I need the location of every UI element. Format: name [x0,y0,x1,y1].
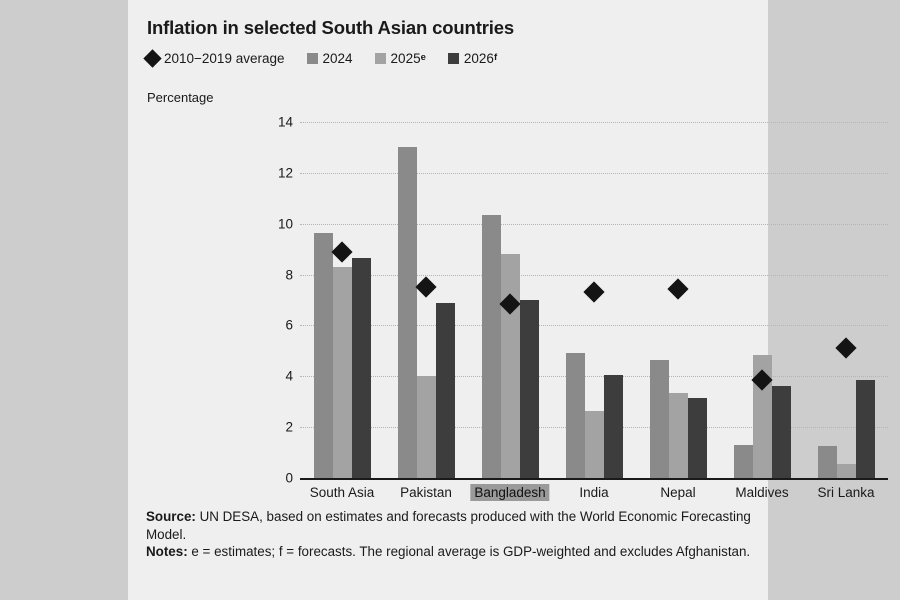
gridline [300,172,888,174]
figure-card: Inflation in selected South Asian countr… [128,0,888,600]
x-axis-category-label: Maldives [735,485,789,500]
y-axis-tick-label: 0 [285,470,293,486]
x-axis-category-label: Nepal [660,485,696,500]
legend-item-2025: 2025 e [374,50,426,66]
footer-notes-text: e = estimates; f = forecasts. The region… [187,544,751,559]
x-axis-category-label: Bangladesh [470,484,550,501]
y-axis-tick-label: 4 [285,368,293,384]
bar[interactable] [519,300,539,478]
legend-label-2024: 2024 [322,50,353,66]
footer-source-lead: Source: [146,509,196,524]
gridline [300,274,888,276]
bar[interactable] [668,392,688,478]
bar[interactable] [416,376,436,478]
bar[interactable] [836,464,856,478]
legend-label-average: 2010−2019 average [164,50,285,66]
bar[interactable] [771,386,791,478]
bar-group [397,122,455,478]
y-axis-tick-label: 8 [285,267,293,283]
bar[interactable] [733,444,753,478]
figure-footer: Source: UN DESA, based on estimates and … [146,508,756,561]
x-axis-line [300,478,888,480]
legend-item-2024: 2024 [306,50,353,66]
footer-source: Source: UN DESA, based on estimates and … [146,508,756,543]
bar[interactable] [481,214,501,478]
plot-area: 0 2 4 6 8 10 12 14 [278,115,888,486]
bar[interactable] [332,266,352,478]
y-axis-tick-label: 6 [285,317,293,333]
gridline [300,325,888,327]
footer-notes: Notes: e = estimates; f = forecasts. The… [146,543,756,561]
y-axis-tick-label: 14 [277,114,293,130]
footer-source-text: UN DESA, based on estimates and forecast… [146,509,751,542]
square-marker-icon [306,52,318,64]
bar[interactable] [649,359,669,478]
bar[interactable] [603,375,623,478]
legend-label-2025: 2025 [390,50,421,66]
chart-title: Inflation in selected South Asian countr… [147,17,515,38]
bar[interactable] [351,258,371,478]
bar[interactable] [313,232,333,478]
legend-item-2026: 2026 f [447,50,497,66]
y-axis-tick-label: 2 [285,419,293,435]
square-marker-icon [447,52,459,64]
footer-notes-lead: Notes: [146,544,188,559]
x-axis-category-label: Sri Lanka [817,485,875,500]
gridline [300,223,888,225]
legend-label-2026: 2026 [463,50,494,66]
square-marker-icon [374,52,386,64]
x-axis-category-label: Pakistan [400,485,452,500]
bar-group [313,122,371,478]
y-axis-tick-label: 10 [277,216,293,232]
bar-group [733,122,791,478]
bar[interactable] [584,410,604,478]
bar[interactable] [435,302,455,478]
gridline [300,122,888,123]
x-axis-category-label: South Asia [309,485,375,500]
bar[interactable] [855,380,875,478]
y-axis-unit-label: Percentage [147,90,214,105]
bar[interactable] [565,353,585,478]
bar-group [817,122,875,478]
x-axis-category-label: India [579,485,609,500]
bar-group [565,122,623,478]
bar[interactable] [500,254,520,478]
bar[interactable] [817,446,837,478]
bar-group [649,122,707,478]
y-axis-tick-label: 12 [277,165,293,181]
bar[interactable] [397,147,417,478]
chart-legend: 2010−2019 average 2024 2025 e 2026 f [143,48,519,68]
diamond-marker-icon [143,48,162,68]
gridline [300,376,888,378]
legend-item-average: 2010−2019 average [143,48,285,68]
bar[interactable] [687,397,707,478]
